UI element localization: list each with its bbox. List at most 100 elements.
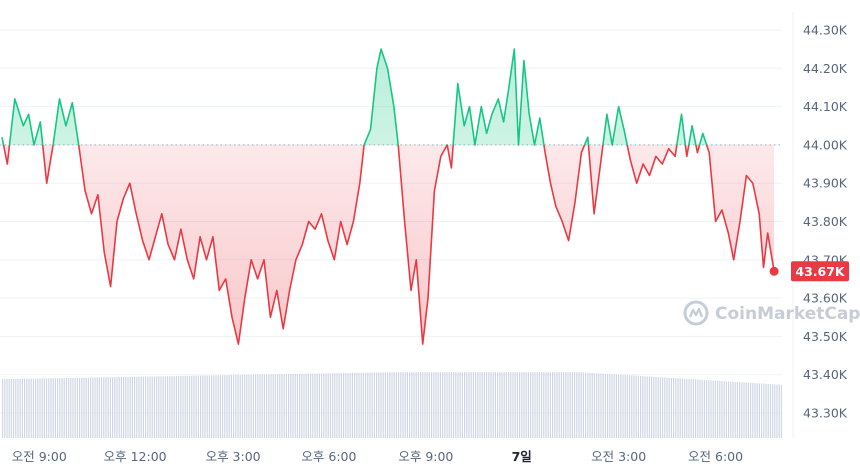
y-tick-label: 44.20K [803, 61, 848, 76]
current-price-marker: 43.67K [769, 261, 849, 282]
volume-bar [184, 375, 186, 438]
volume-bar [728, 381, 730, 438]
volume-bar [563, 372, 565, 438]
volume-bar [479, 372, 481, 438]
volume-bar [270, 374, 272, 438]
volume-bar [582, 372, 584, 438]
volume-bar [756, 383, 758, 438]
volume-bar [235, 374, 237, 438]
volume-bar [307, 373, 309, 438]
volume-bar [717, 380, 719, 438]
volume-bar [505, 372, 507, 438]
volume-bar [180, 375, 182, 438]
volume-bar [642, 376, 644, 438]
volume-bar [565, 372, 567, 438]
y-axis: 44.30K44.20K44.10K44.00K43.90K43.80K43.7… [803, 23, 848, 421]
y-tick-label: 44.30K [803, 23, 848, 38]
volume-bar [466, 372, 468, 438]
volume-bar [217, 375, 219, 438]
volume-bar [571, 372, 573, 438]
volume-bar [494, 372, 496, 438]
volume-bar [362, 372, 364, 438]
volume-bar [325, 373, 327, 438]
volume-bar [435, 372, 437, 438]
volume-bar [87, 377, 89, 438]
volume-bar [158, 376, 160, 438]
volume-bar [666, 377, 668, 438]
volume-bar [76, 377, 78, 438]
volume-bar [576, 372, 578, 438]
volume-bar [35, 378, 37, 438]
volume-bar [417, 372, 419, 438]
volume-bar [475, 372, 477, 438]
volume-bar [140, 376, 142, 438]
volume-bar [763, 383, 765, 438]
volume-bar [578, 372, 580, 438]
volume-bar [734, 381, 736, 438]
volume-bar [758, 383, 760, 438]
volume-bar [68, 377, 70, 438]
volume-bar [211, 375, 213, 438]
volume-bar [607, 373, 609, 438]
volume-bar [706, 380, 708, 438]
volume-bar [288, 374, 290, 438]
volume-bar [525, 372, 527, 438]
volume-bar [673, 378, 675, 438]
volume-bar [125, 376, 127, 438]
volume-bar [138, 376, 140, 438]
volume-bar [659, 377, 661, 438]
volume-bar [24, 378, 26, 438]
volume-bar [252, 374, 254, 438]
volume-bar [94, 377, 96, 438]
volume-bar [310, 373, 312, 438]
volume-bar [629, 375, 631, 438]
volume-bars [2, 372, 782, 438]
volume-bar [772, 384, 774, 438]
volume-bar [239, 374, 241, 438]
volume-bar [204, 375, 206, 438]
volume-bar [532, 372, 534, 438]
volume-bar [109, 377, 111, 438]
volume-bar [580, 372, 582, 438]
volume-bar [329, 373, 331, 438]
volume-bar [631, 375, 633, 438]
volume-bar [552, 372, 554, 438]
volume-bar [413, 372, 415, 438]
volume-bar [26, 378, 28, 438]
volume-bar [395, 372, 397, 438]
volume-bar [6, 379, 8, 438]
volume-bar [303, 373, 305, 438]
volume-bar [609, 374, 611, 438]
volume-bar [189, 375, 191, 438]
volume-bar [318, 373, 320, 438]
volume-bar [103, 377, 105, 438]
volume-bar [215, 375, 217, 438]
volume-bar [721, 381, 723, 438]
volume-bar [63, 378, 65, 438]
x-tick-label: 7일 [512, 449, 532, 464]
volume-bar [15, 378, 17, 438]
x-tick-label: 오후 6:00 [301, 449, 356, 464]
volume-bar [560, 372, 562, 438]
volume-bar [28, 378, 30, 438]
volume-bar [8, 379, 10, 438]
volume-bar [534, 372, 536, 438]
volume-bar [411, 372, 413, 438]
price-line-down [2, 144, 775, 345]
volume-bar [72, 377, 74, 438]
volume-bar [708, 380, 710, 438]
volume-bar [719, 380, 721, 438]
volume-bar [175, 376, 177, 438]
volume-bar [74, 377, 76, 438]
volume-bar [464, 372, 466, 438]
volume-bar [635, 375, 637, 438]
volume-bar [281, 374, 283, 438]
volume-bar [334, 373, 336, 438]
volume-bar [646, 376, 648, 438]
y-tick-label: 44.00K [803, 137, 848, 152]
volume-bar [739, 382, 741, 438]
volume-bar [703, 379, 705, 438]
volume-bar [602, 373, 604, 438]
volume-bar [343, 373, 345, 438]
x-tick-label: 오전 6:00 [688, 449, 743, 464]
